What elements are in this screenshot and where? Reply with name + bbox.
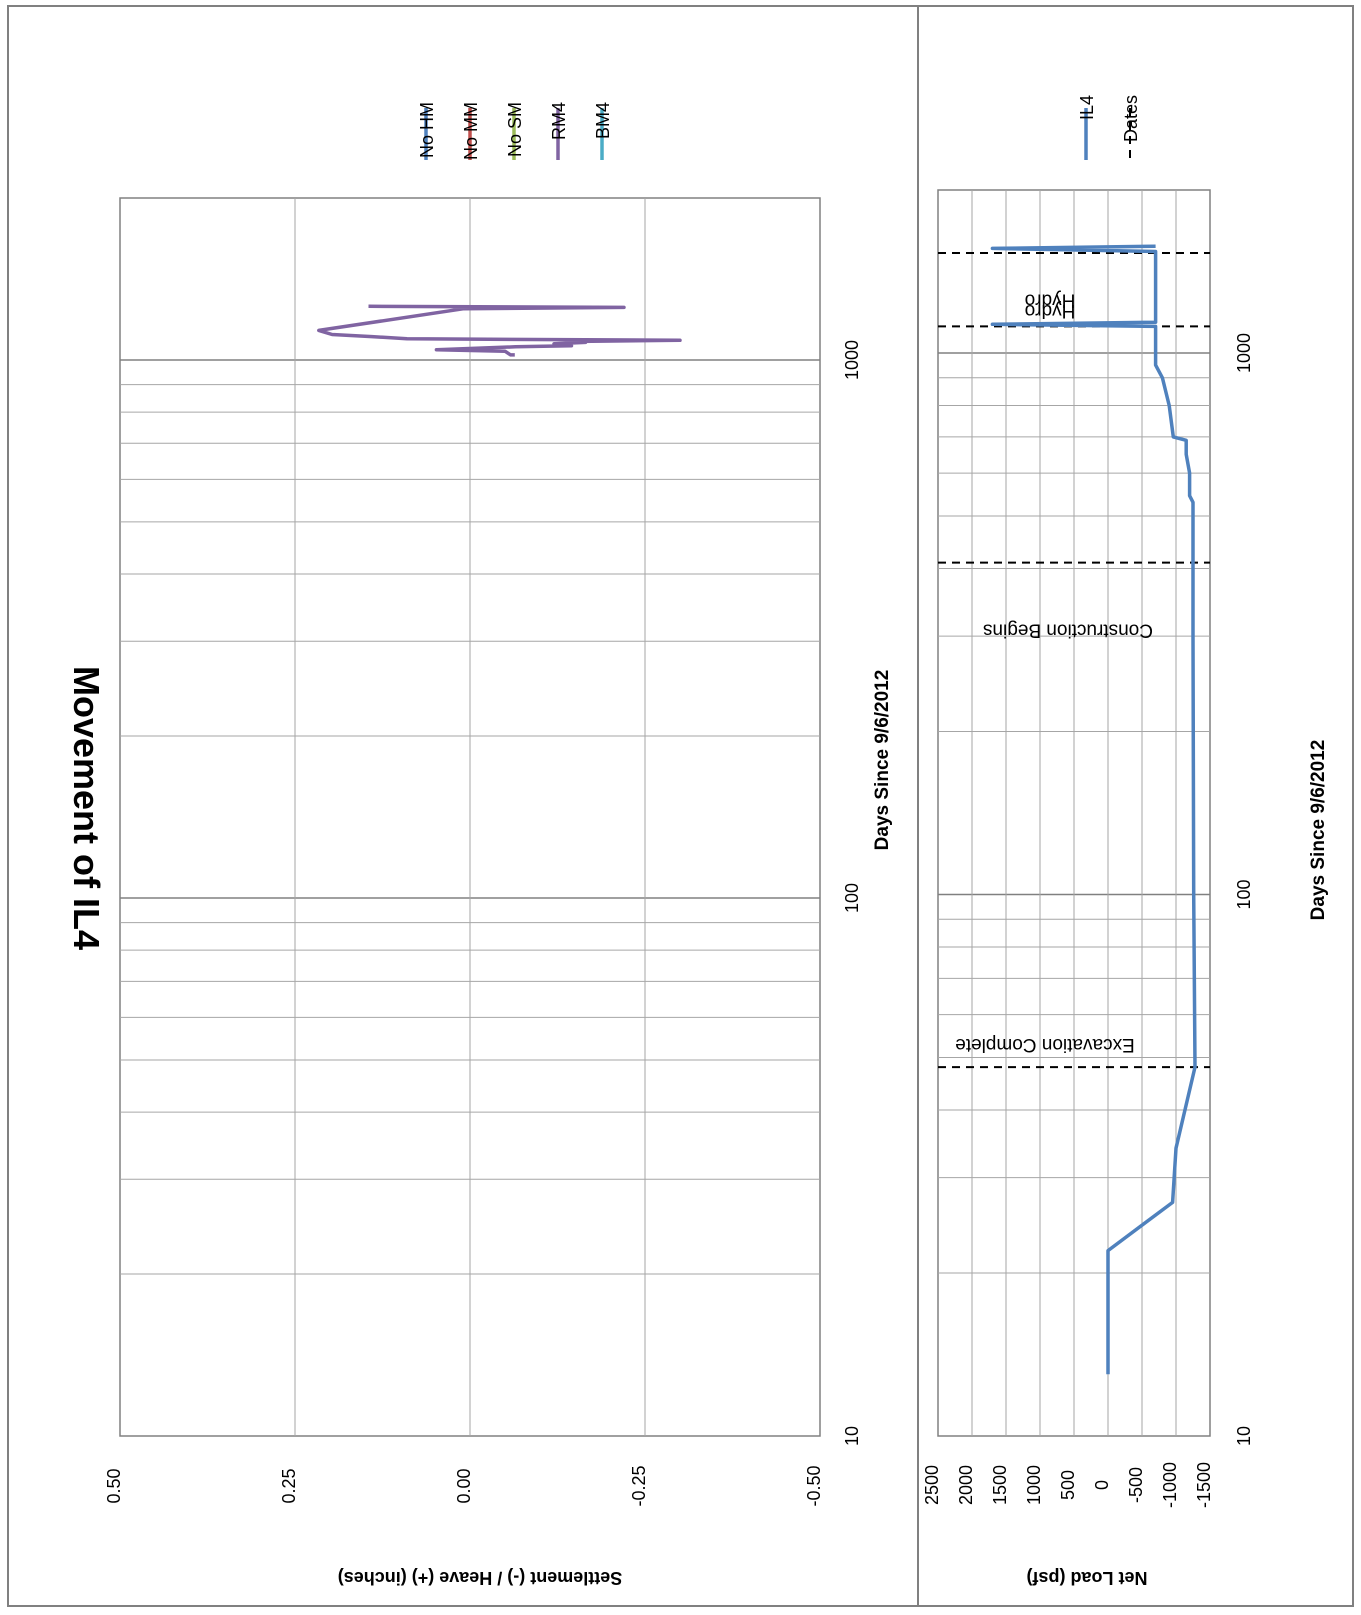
bottom-ylabel: Net Load (psf) [1027,1568,1148,1588]
legend-label: BM4 [593,102,613,139]
series-line-il4 [990,244,1197,1375]
top-x-tick-label: 1000 [842,340,862,380]
top-y-tick-label: 0.50 [104,1468,124,1503]
legend-label: No MM [461,102,481,160]
top-x-tick-label: 100 [842,883,862,913]
top-xlabel: Days Since 9/6/2012 [872,670,893,851]
bottom-x-tick-label: 1000 [1234,333,1254,373]
series-line-rm4 [317,304,682,357]
top-y-tick-label: 0.25 [279,1468,299,1503]
legend-label: No SM [505,102,525,157]
top-y-tick-label: -0.25 [629,1465,649,1506]
bottom-y-tick-label: 0 [1092,1480,1112,1490]
bottom-x-tick-label: 100 [1234,879,1254,909]
bottom-y-tick-label: -1500 [1194,1462,1214,1508]
bottom-y-tick-label: 1500 [990,1465,1010,1505]
bottom-y-tick-label: 1000 [1024,1465,1044,1505]
bottom-y-tick-label: 2500 [922,1465,942,1505]
bottom-y-tick-label: -500 [1126,1467,1146,1503]
event-label: Construction Begins [983,620,1153,641]
figure-border [7,5,1354,1607]
legend-label: No HM [417,102,437,158]
bottom-xlabel: Days Since 9/6/2012 [1308,740,1329,921]
bottom-y-tick-label: 2000 [956,1465,976,1505]
bottom-panel: 10 100 1000 2500 2000 1500 1000 500 0 -500 -1000 -1… [922,95,1254,1508]
top-panel: 10 100 1000 0.50 0.25 0.00 -0.25 -0.50 No HM No M… [104,102,862,1507]
legend-label: IL4 [1077,95,1097,120]
top-x-tick-label: 10 [842,1426,862,1446]
top-y-tick-label: -0.50 [804,1465,824,1506]
chart-title: Movement of IL4 [66,666,107,950]
legend-label: RM4 [549,102,569,140]
bottom-y-tick-label: 500 [1058,1470,1078,1500]
bottom-y-tick-label: -1000 [1160,1462,1180,1508]
event-label: Hydro [1025,289,1076,310]
top-ylabel: Settlement (-) / Heave (+) (inches) [338,1568,623,1588]
event-label: Excavation Complete [955,1034,1135,1055]
bottom-x-tick-label: 10 [1234,1426,1254,1446]
top-y-tick-label: 0.00 [454,1468,474,1503]
event-label: Hydro [1025,300,1076,321]
legend-label: Dates [1121,95,1141,142]
